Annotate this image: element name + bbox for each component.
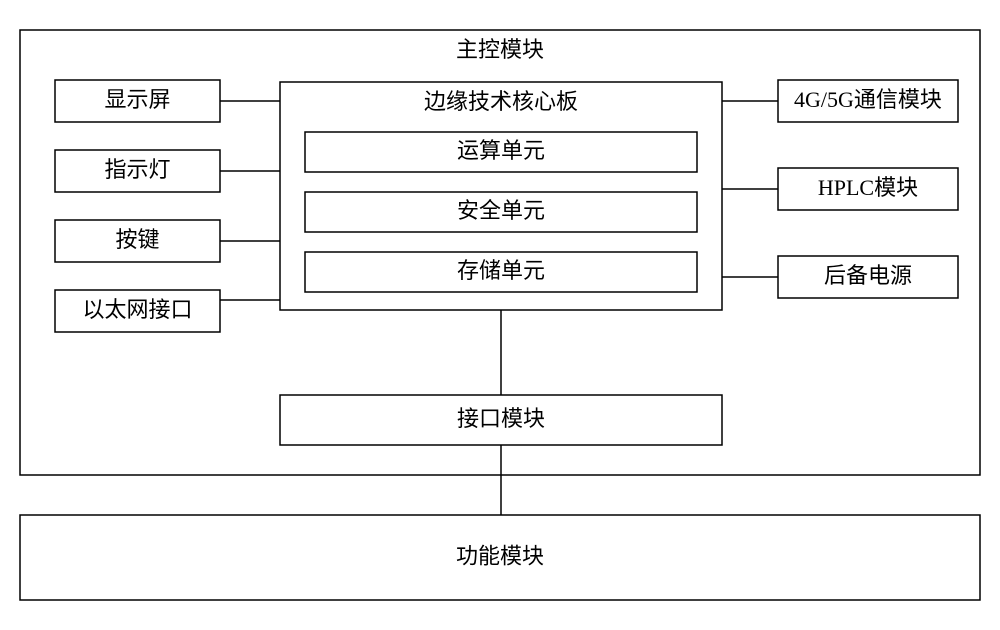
- core-unit-label: 安全单元: [457, 198, 545, 223]
- core-unit-label: 运算单元: [457, 138, 545, 163]
- left-block-label: 以太网接口: [82, 297, 192, 322]
- right-block-label: 后备电源: [824, 263, 912, 288]
- right-block-label: HPLC模块: [818, 175, 918, 200]
- function-module-label: 功能模块: [456, 544, 544, 569]
- left-block-label: 按键: [115, 227, 159, 252]
- right-block-label: 4G/5G通信模块: [794, 87, 942, 112]
- left-block-label: 显示屏: [104, 87, 170, 112]
- main-module-title: 主控模块: [456, 37, 544, 62]
- core-unit-label: 存储单元: [457, 258, 545, 283]
- diagram-canvas: 主控模块边缘技术核心板运算单元安全单元存储单元 显示屏指示灯按键以太网接口 4G/5…: [0, 0, 1000, 630]
- left-block-label: 指示灯: [104, 157, 170, 182]
- core-board-title: 边缘技术核心板: [424, 89, 578, 114]
- interface-module-label: 接口模块: [457, 406, 545, 431]
